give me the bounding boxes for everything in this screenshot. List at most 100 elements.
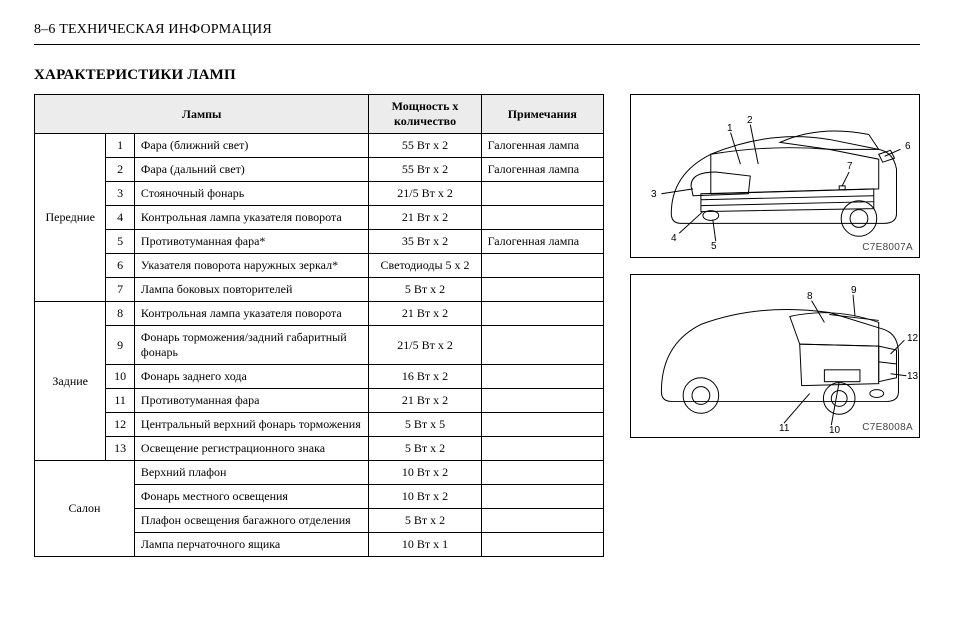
lamp-note: Галогенная лампа [481,134,603,158]
table-row: 13Освещение регистрационного знака5 Вт x… [35,437,604,461]
lamp-note [481,365,603,389]
row-number: 4 [106,206,135,230]
figure-front-label: C7E8007A [862,242,913,253]
lamp-note [481,509,603,533]
lamp-name: Контрольная лампа указателя поворота [134,206,369,230]
figure-rear: 8 9 10 11 12 13 C7E8008A [630,274,920,438]
lamp-power: 16 Вт x 2 [369,365,481,389]
lamp-note [481,437,603,461]
lamp-name: Освещение регистрационного знака [134,437,369,461]
figure-front: 1 2 3 4 5 6 7 C7E8007A [630,94,920,258]
lamp-name: Фонарь торможения/задний габаритный фона… [134,326,369,365]
table-row: 10Фонарь заднего хода16 Вт x 2 [35,365,604,389]
row-number: 3 [106,182,135,206]
table-row: 11Противотуманная фара21 Вт x 2 [35,389,604,413]
table-row: 12Центральный верхний фонарь торможения5… [35,413,604,437]
lamp-note [481,389,603,413]
callout-9: 9 [851,285,857,296]
lamp-power: 55 Вт x 2 [369,134,481,158]
row-number: 13 [106,437,135,461]
lamp-note: Галогенная лампа [481,230,603,254]
lamp-power: 21/5 Вт x 2 [369,326,481,365]
table-row: 6Указателя поворота наружных зеркал*Свет… [35,254,604,278]
section-title: ХАРАКТЕРИСТИКИ ЛАМП [34,67,920,84]
lamp-name: Лампа боковых повторителей [134,278,369,302]
table-row: 9Фонарь торможения/задний габаритный фон… [35,326,604,365]
row-number: 12 [106,413,135,437]
row-number: 2 [106,158,135,182]
lamp-name: Стояночный фонарь [134,182,369,206]
lamp-name: Указателя поворота наружных зеркал* [134,254,369,278]
lamp-note [481,206,603,230]
group-label: Передние [35,134,106,302]
callout-12: 12 [907,333,918,344]
lamp-power: 10 Вт x 1 [369,533,481,557]
lamp-note [481,413,603,437]
lamp-name: Контрольная лампа указателя поворота [134,302,369,326]
callout-4: 4 [671,233,677,244]
lamp-power: 55 Вт x 2 [369,158,481,182]
table-row: Задние8Контрольная лампа указателя повор… [35,302,604,326]
lamp-name: Центральный верхний фонарь торможения [134,413,369,437]
callout-2: 2 [747,115,753,126]
callout-3: 3 [651,189,657,200]
lamps-table: Лампы Мощность х количество Примечания П… [34,94,604,557]
figure-rear-label: C7E8008A [862,422,913,433]
lamp-power: 21 Вт x 2 [369,206,481,230]
lamp-note [481,278,603,302]
lamp-power: 5 Вт x 5 [369,413,481,437]
group-label: Задние [35,302,106,461]
table-row: 2Фара (дальний свет)55 Вт x 2Галогенная … [35,158,604,182]
lamp-name: Плафон освещения багажного отделения [134,509,369,533]
callout-6: 6 [905,141,911,152]
col-note: Примечания [481,95,603,134]
lamp-power: 5 Вт x 2 [369,278,481,302]
table-row: 7Лампа боковых повторителей5 Вт x 2 [35,278,604,302]
lamp-power: 21 Вт x 2 [369,389,481,413]
callout-13: 13 [907,371,918,382]
lamp-power: 35 Вт x 2 [369,230,481,254]
lamp-power: 5 Вт x 2 [369,437,481,461]
lamp-name: Противотуманная фара* [134,230,369,254]
row-number: 7 [106,278,135,302]
page-header: 8–6 ТЕХНИЧЕСКАЯ ИНФОРМАЦИЯ [34,22,920,45]
lamp-name: Противотуманная фара [134,389,369,413]
col-lamps: Лампы [35,95,369,134]
lamp-note: Галогенная лампа [481,158,603,182]
callout-10: 10 [829,425,840,436]
lamp-name: Верхний плафон [134,461,369,485]
row-number: 10 [106,365,135,389]
lamp-note [481,254,603,278]
lamp-name: Фонарь заднего хода [134,365,369,389]
row-number: 5 [106,230,135,254]
lamp-note [481,182,603,206]
col-power: Мощность х количество [369,95,481,134]
table-row: Передние1Фара (ближний свет)55 Вт x 2Гал… [35,134,604,158]
lamp-name: Фара (дальний свет) [134,158,369,182]
lamp-power: 21 Вт x 2 [369,302,481,326]
lamp-note [481,302,603,326]
lamp-name: Лампа перчаточного ящика [134,533,369,557]
table-row: 5Противотуманная фара*35 Вт x 2Галогенна… [35,230,604,254]
callout-8: 8 [807,291,813,302]
lamp-power: 5 Вт x 2 [369,509,481,533]
callout-7: 7 [847,161,853,172]
lamp-power: 21/5 Вт x 2 [369,182,481,206]
table-row: 3Стояночный фонарь21/5 Вт x 2 [35,182,604,206]
row-number: 8 [106,302,135,326]
lamp-note [481,326,603,365]
callout-1: 1 [727,123,733,134]
row-number: 11 [106,389,135,413]
callout-5: 5 [711,241,717,252]
row-number: 9 [106,326,135,365]
lamp-power: Светодиоды 5 x 2 [369,254,481,278]
lamp-power: 10 Вт x 2 [369,461,481,485]
table-row: 4Контрольная лампа указателя поворота21 … [35,206,604,230]
lamp-name: Фара (ближний свет) [134,134,369,158]
callout-11: 11 [779,423,789,434]
lamp-note [481,533,603,557]
group-label: Салон [35,461,135,557]
lamp-note [481,485,603,509]
row-number: 6 [106,254,135,278]
row-number: 1 [106,134,135,158]
